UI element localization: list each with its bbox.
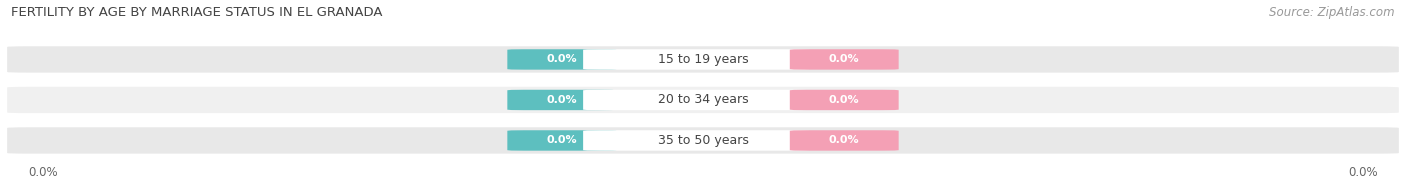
Text: 15 to 19 years: 15 to 19 years (658, 53, 748, 66)
Text: 0.0%: 0.0% (547, 135, 576, 145)
Text: 20 to 34 years: 20 to 34 years (658, 93, 748, 106)
FancyBboxPatch shape (508, 130, 616, 151)
FancyBboxPatch shape (508, 49, 616, 70)
FancyBboxPatch shape (790, 130, 898, 151)
Text: 0.0%: 0.0% (830, 54, 859, 64)
Text: 0.0%: 0.0% (28, 166, 58, 179)
Text: 0.0%: 0.0% (1348, 166, 1378, 179)
Text: FERTILITY BY AGE BY MARRIAGE STATUS IN EL GRANADA: FERTILITY BY AGE BY MARRIAGE STATUS IN E… (11, 6, 382, 19)
Text: 0.0%: 0.0% (547, 95, 576, 105)
FancyBboxPatch shape (583, 49, 808, 70)
FancyBboxPatch shape (790, 90, 898, 110)
Text: 0.0%: 0.0% (547, 54, 576, 64)
FancyBboxPatch shape (583, 90, 808, 110)
FancyBboxPatch shape (583, 130, 808, 151)
FancyBboxPatch shape (7, 46, 1399, 73)
FancyBboxPatch shape (790, 49, 898, 70)
Text: Source: ZipAtlas.com: Source: ZipAtlas.com (1270, 6, 1395, 19)
FancyBboxPatch shape (7, 127, 1399, 154)
FancyBboxPatch shape (508, 90, 616, 110)
Text: 0.0%: 0.0% (830, 135, 859, 145)
Text: 0.0%: 0.0% (830, 95, 859, 105)
Text: 35 to 50 years: 35 to 50 years (658, 134, 748, 147)
FancyBboxPatch shape (7, 87, 1399, 113)
